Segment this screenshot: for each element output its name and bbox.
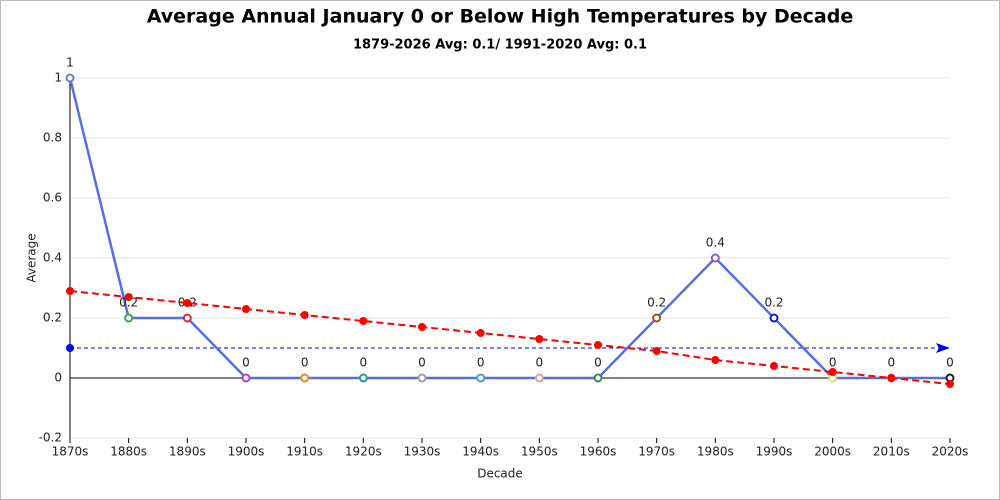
x-tick-label: 1890s [169,445,206,459]
x-tick-label: 2020s [932,445,969,459]
y-tick-label: 0.6 [43,191,62,205]
x-tick-label: 1950s [521,445,558,459]
trend-point [476,329,485,337]
point [652,313,662,323]
trend-point [300,311,309,319]
point [241,373,251,383]
data-label: 1 [66,56,74,70]
data-label: 0 [946,356,954,370]
x-tick-label: 1940s [462,445,499,459]
point [358,373,368,383]
point [65,73,75,83]
trend-point [183,299,192,307]
data-label: 0 [301,356,309,370]
trend-point [770,362,778,370]
trend-point [124,293,133,301]
x-tick-label: 1870s [52,445,89,459]
reference-arrow [936,343,950,353]
x-axis-label: Decade [477,467,523,481]
x-tick-label: 1920s [345,445,382,459]
y-tick-label: 1 [54,71,62,85]
y-tick-label: -0.2 [39,431,62,445]
data-label: 0 [888,356,896,370]
data-label: 0 [242,356,250,370]
x-tick-label: 1990s [756,445,793,459]
x-tick-label: 1930s [404,445,441,459]
trend-point [946,380,954,388]
trend-line [69,290,951,385]
data-label: 0.2 [647,296,666,310]
data-line [68,77,950,380]
chart-subtitle: 1879-2026 Avg: 0.1/ 1991-2020 Avg: 0.1 [353,38,647,53]
y-tick-label: 0.8 [43,131,62,145]
trend-point [711,356,720,364]
x-tick-label: 1980s [697,445,734,459]
trend-point [887,374,896,382]
x-tick-label: 1900s [228,445,265,459]
data-label: 0 [360,356,368,370]
data-label: 0.4 [706,236,725,250]
y-tick-label: 0.2 [43,311,62,325]
data-label: 0 [536,356,544,370]
data-label: 0.2 [764,296,783,310]
point [534,373,544,383]
y-axis-label: Average [25,233,39,282]
y-tick-label: 0 [54,371,62,385]
data-label: 0 [418,356,426,370]
trend-point [359,317,368,325]
trend-point [828,368,837,376]
trend-point [242,305,250,313]
trend-point [652,347,661,355]
point [593,373,603,383]
data-label: 0.2 [119,296,138,310]
trend-point [66,287,74,295]
trend-point [535,335,544,343]
x-tick-label: 2000s [814,445,851,459]
chart-title: Average Annual January 0 or Below High T… [147,6,854,28]
trend-point [594,341,602,349]
data-label: 0 [829,356,837,370]
point [476,373,486,383]
point [300,373,310,383]
data-label: 0 [477,356,485,370]
point [124,313,134,323]
point [710,253,720,263]
x-tick-label: 1960s [580,445,617,459]
x-tick-label: 1970s [638,445,675,459]
y-tick-label: 0.4 [43,251,62,265]
trend-point [418,323,426,331]
data-label: 0 [594,356,602,370]
point [769,313,779,323]
x-tick-label: 2010s [873,445,910,459]
x-tick-label: 1880s [110,445,147,459]
reference-dot [66,344,74,352]
point [182,313,192,323]
x-tick-label: 1910s [286,445,323,459]
point [417,373,427,383]
